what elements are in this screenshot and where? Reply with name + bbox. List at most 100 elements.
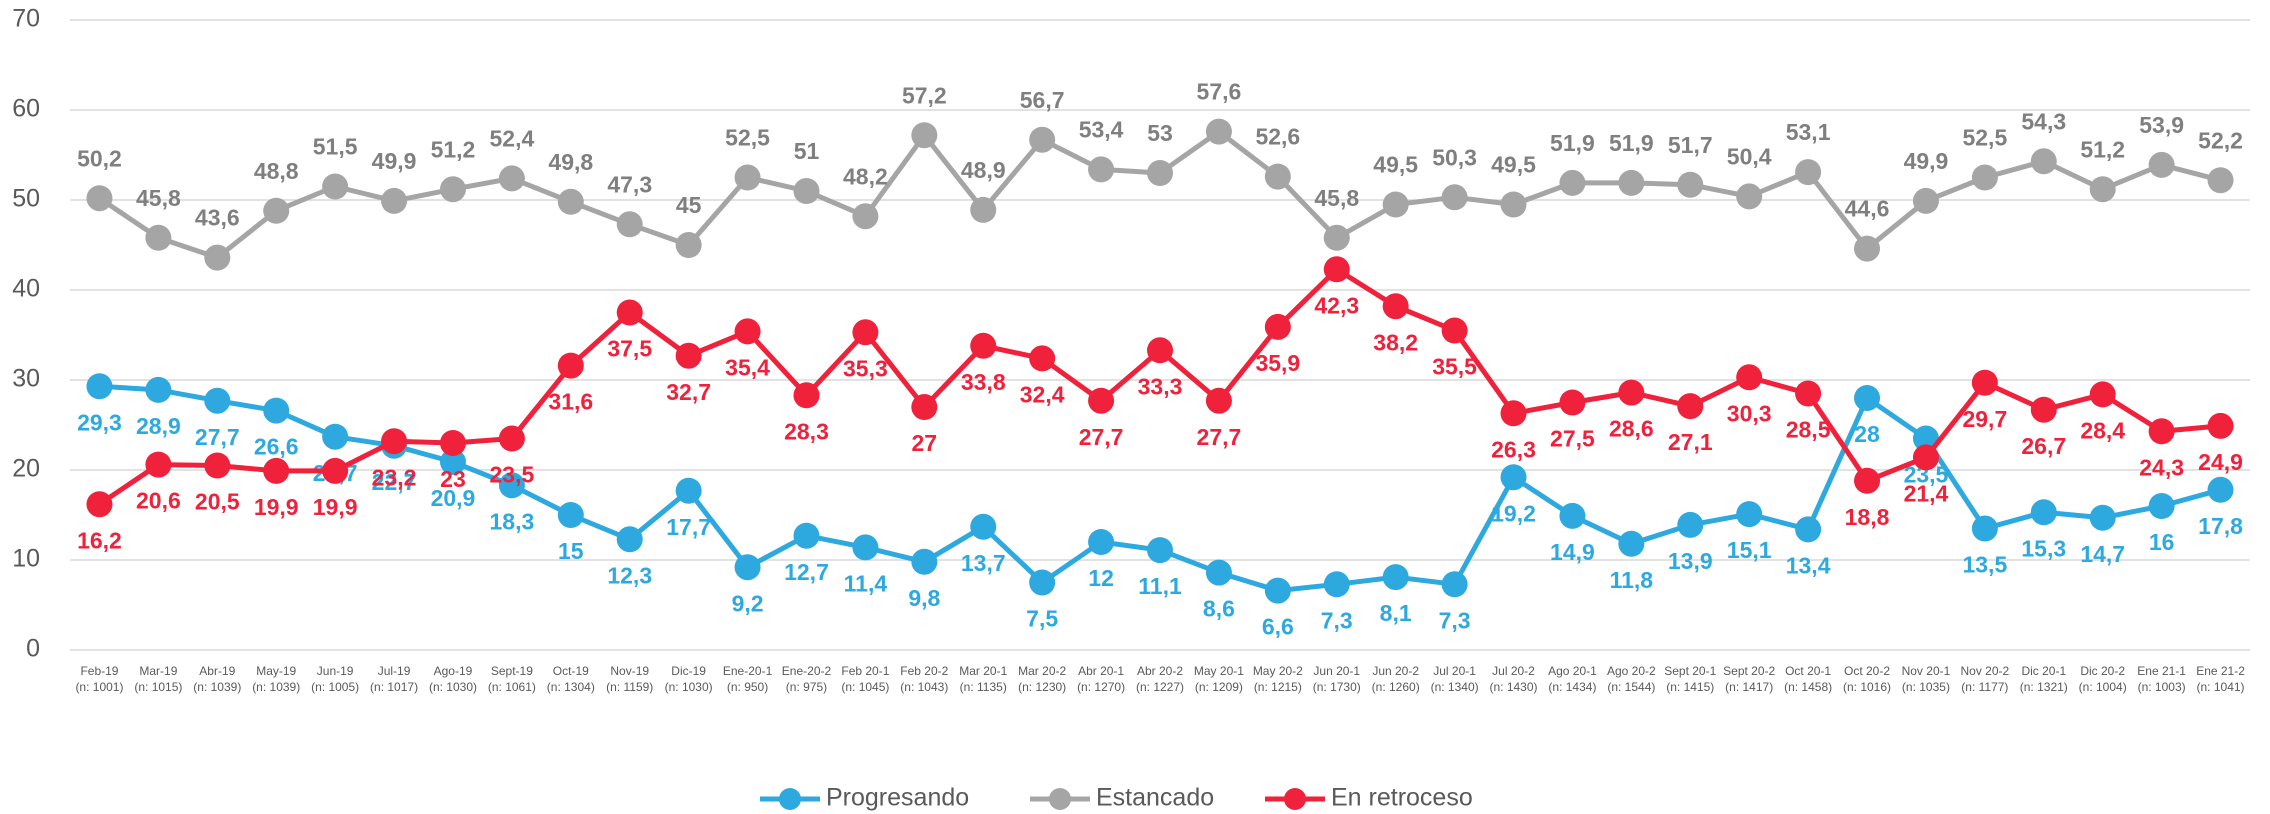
data-label: 54,3 [2021,108,2066,134]
data-label: 17,7 [666,514,711,540]
data-label: 51,2 [431,136,476,162]
point [557,188,584,215]
data-label: 27 [912,430,938,456]
point [1677,511,1704,538]
data-label: 45,8 [1314,185,1359,211]
data-label: 12 [1088,565,1114,591]
data-label: 57,6 [1197,79,1242,105]
data-label: 51,7 [1668,132,1713,158]
x-tick-label: Sept 20-1 [1664,664,1716,678]
x-tick-label: May 20-2 [1253,664,1303,678]
data-label: 9,8 [908,585,940,611]
point [1088,387,1115,414]
legend-label: Estancado [1096,784,1214,812]
data-label: 27,1 [1668,429,1713,455]
x-tick-note: (n: 1340) [1431,680,1479,694]
point [263,457,290,484]
point [2148,151,2175,178]
data-label: 49,5 [1491,152,1536,178]
point [1382,191,1409,218]
x-tick-label: Ene 21-2 [2196,664,2245,678]
data-label: 16 [2149,529,2175,555]
point [734,554,761,581]
data-label: 26,3 [1491,436,1536,462]
x-tick-note: (n: 1039) [193,680,241,694]
data-label: 47,3 [607,171,652,197]
data-label: 7,3 [1439,607,1471,633]
point [2207,476,2234,503]
data-label: 52,5 [1962,125,2007,151]
data-label: 13,7 [961,550,1006,576]
point [1264,577,1291,604]
data-label: 57,2 [902,82,947,108]
x-tick-label: Mar 20-2 [1018,664,1066,678]
point [1795,159,1822,186]
point [204,452,231,479]
x-tick-label: May-19 [256,664,296,678]
point [616,211,643,238]
point [675,477,702,504]
data-label: 48,2 [843,163,888,189]
x-tick-label: May 20-1 [1194,664,1244,678]
point [1205,118,1232,145]
data-label: 11,8 [1610,567,1654,593]
data-label: 22,7 [372,469,417,495]
point [263,197,290,224]
data-label: 19,2 [1491,500,1536,526]
point [322,423,349,450]
y-tick-label: 50 [12,185,40,213]
data-label: 28,3 [784,418,829,444]
point [911,548,938,575]
point [1323,256,1350,283]
x-tick-label: Sept-19 [491,664,533,678]
data-label: 24,3 [2139,454,2184,480]
x-tick-label: Ene-20-2 [782,664,832,678]
x-tick-note: (n: 1035) [1902,680,1950,694]
x-tick-note: (n: 1215) [1254,680,1302,694]
data-label: 38,2 [1373,329,1418,355]
x-tick-note: (n: 1041) [2197,680,2245,694]
x-tick-note: (n: 1045) [841,680,889,694]
x-tick-label: Oct-19 [553,664,589,678]
point [2089,381,2116,408]
point [557,502,584,528]
point [2207,167,2234,194]
x-tick-label: Ago 20-2 [1607,664,1656,678]
point [1264,163,1291,190]
point [498,425,525,452]
data-label: 12,3 [607,562,652,588]
point [911,394,938,420]
point [1971,515,1998,542]
data-label: 30,3 [1727,400,1772,426]
point [2089,504,2116,531]
point [1441,184,1468,211]
point [1795,380,1822,407]
point [1500,400,1527,427]
point [1500,464,1527,491]
x-tick-note: (n: 1003) [2138,680,2186,694]
point [145,376,172,403]
x-tick-label: Dic 20-2 [2080,664,2125,678]
legend-marker [779,788,801,810]
point [1323,224,1350,251]
data-label: 35,4 [725,354,770,380]
x-tick-note: (n: 1030) [429,680,477,694]
data-label: 45 [676,192,702,218]
point [675,342,702,369]
x-tick-label: Jun-19 [317,664,354,678]
data-label: 52,6 [1255,124,1300,150]
point [1677,393,1704,420]
data-label: 33,8 [961,369,1006,395]
data-label: 53,1 [1786,119,1831,145]
x-tick-note: (n: 1417) [1725,680,1773,694]
series-line [98,129,2222,261]
x-tick-note: (n: 1039) [252,680,300,694]
x-tick-label: Feb 20-2 [900,664,948,678]
point [1441,571,1468,598]
point [852,534,879,561]
data-label: 53,4 [1079,116,1124,142]
data-label: 14,9 [1550,539,1595,565]
point [1912,425,1939,452]
data-label: 53,9 [2139,112,2184,138]
